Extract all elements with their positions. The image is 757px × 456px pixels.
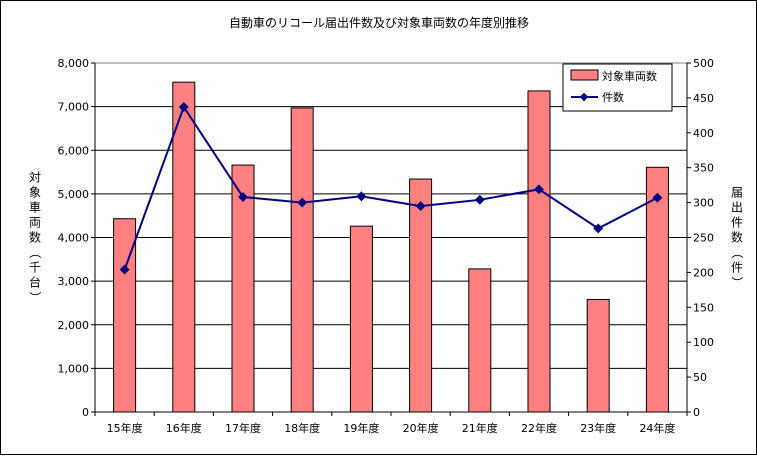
bar (290, 107, 314, 413)
line-point (178, 102, 189, 112)
line-path (123, 104, 658, 270)
legend-line-label: 件数 (602, 91, 624, 104)
left-axis-ticks: 0 1,000 2,000 3,000 4,000 5,000 6,000 7,000 8,00… (58, 57, 96, 419)
bar (409, 178, 433, 413)
right-axis-title-char: （ (730, 246, 744, 258)
right-tick-label: 250 (693, 232, 714, 245)
x-tick-label: 15年度 (107, 421, 143, 435)
bar (468, 268, 492, 413)
right-tick-label: 400 (693, 127, 714, 140)
right-axis-title-char: ） (730, 276, 744, 288)
right-axis-title-char: 出 (731, 201, 743, 215)
x-tick-label: 17年度 (225, 421, 261, 435)
left-axis-title-char: 両 (29, 216, 41, 230)
bar-series (113, 81, 669, 413)
left-axis-title-char: （ (28, 246, 42, 258)
chart-title: 自動車のリコール届出件数及び対象車両数の年度別推移 (229, 15, 529, 30)
right-tick-label: 300 (693, 197, 714, 210)
x-tick-label: 23年度 (580, 421, 616, 435)
left-axis-title-char: 台 (29, 275, 41, 290)
left-axis-title: 対象車両数（ 千台） (28, 171, 42, 304)
right-axis-title: 届出件数（件） (730, 186, 744, 289)
right-tick-label: 50 (693, 371, 707, 384)
left-axis-title-char: 対 (29, 171, 41, 185)
right-axis-title-char: 数 (731, 230, 743, 245)
x-tick-label: 22年度 (521, 421, 557, 435)
right-axis-title-char: 件 (731, 216, 743, 230)
left-tick-label: 0 (82, 406, 89, 419)
right-tick-label: 200 (693, 266, 714, 279)
left-axis-title-char: 千 (29, 261, 41, 275)
line-point (356, 191, 367, 202)
legend: 対象車両数 件数 (562, 63, 673, 112)
left-axis-title-char: 車 (29, 201, 41, 215)
line-point (238, 192, 248, 202)
left-tick-label: 8,000 (58, 57, 90, 70)
x-tick-label: 20年度 (403, 421, 439, 435)
left-tick-label: 5,000 (58, 188, 90, 201)
right-tick-label: 150 (693, 301, 714, 314)
left-axis-title-char: ） (28, 291, 42, 303)
line-point (297, 197, 308, 208)
line-point (534, 184, 544, 195)
line-point (593, 223, 604, 234)
bar (527, 90, 551, 413)
x-axis-ticks: 15年度 16年度 17年度 18年度 19年度 20年度 21年度 22年度 23年度 24年度 (94, 412, 688, 435)
right-axis-title-char: 件 (731, 261, 743, 275)
legend-bar-label: 対象車両数 (602, 69, 657, 83)
bar (172, 81, 196, 413)
line-point (652, 192, 663, 203)
bar (113, 218, 137, 413)
x-tick-label: 21年度 (462, 421, 498, 435)
bar (231, 164, 255, 413)
right-tick-label: 500 (693, 57, 714, 70)
left-axis-title-char: 象 (29, 186, 41, 200)
left-tick-label: 3,000 (58, 275, 90, 288)
right-tick-label: 350 (693, 162, 714, 175)
x-tick-label: 24年度 (639, 421, 675, 435)
right-tick-label: 450 (693, 92, 714, 105)
legend-bar-swatch (570, 69, 599, 81)
left-tick-label: 4,000 (58, 232, 90, 245)
bar (586, 298, 610, 413)
bar (645, 166, 669, 413)
x-tick-label: 18年度 (284, 421, 320, 435)
left-tick-label: 6,000 (58, 144, 90, 157)
line-point (415, 201, 426, 212)
left-tick-label: 2,000 (58, 319, 90, 332)
right-tick-label: 100 (693, 336, 714, 349)
x-tick-label: 19年度 (343, 421, 379, 435)
right-tick-label: 0 (693, 406, 700, 419)
left-axis-title-char: 数 (29, 230, 41, 245)
line-point (474, 194, 485, 205)
left-tick-label: 7,000 (58, 101, 90, 114)
bar (349, 225, 373, 413)
right-axis-title-char: 届 (731, 186, 743, 200)
x-tick-label: 16年度 (166, 421, 202, 435)
left-tick-label: 1,000 (58, 362, 90, 375)
right-axis-ticks: 0 50 100 150 200 250 300 350 400 450 500 (686, 57, 714, 419)
